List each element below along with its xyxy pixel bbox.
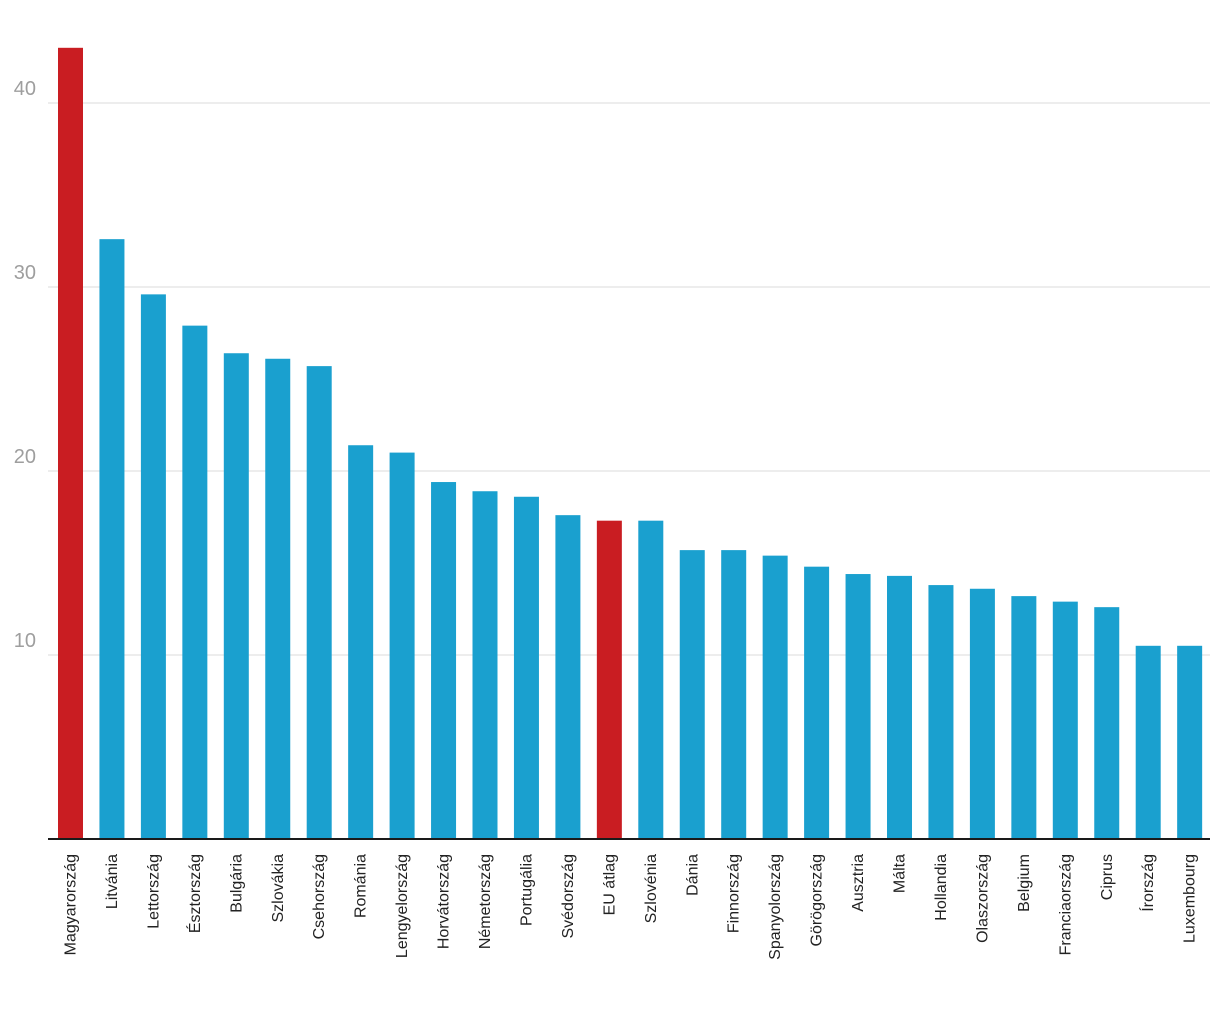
category-labels: Magyarország Litvánia Lettország Észtország… xyxy=(63,854,1199,960)
bar-14 xyxy=(638,520,664,839)
bars xyxy=(58,47,1203,840)
bar-16 xyxy=(721,550,747,839)
category-label: Görögország xyxy=(809,854,826,947)
category-label: EU átlag xyxy=(601,854,618,915)
category-label: Portugália xyxy=(518,854,535,926)
bar-19 xyxy=(845,574,871,839)
category-label: Dánia xyxy=(684,854,701,896)
bar-3 xyxy=(182,325,208,839)
category-label: Lengyelország xyxy=(394,854,411,958)
category-label: Hollandia xyxy=(933,854,950,921)
bar-18 xyxy=(804,566,830,839)
bar-7 xyxy=(348,445,374,839)
bar-13 xyxy=(596,520,622,839)
category-label: Bulgária xyxy=(228,854,245,913)
bar-11 xyxy=(513,496,539,839)
bar-9 xyxy=(431,482,457,839)
gridlines xyxy=(48,102,1210,656)
category-label: Észtország xyxy=(185,854,204,933)
bar-23 xyxy=(1011,596,1037,839)
y-tick-label: 40 xyxy=(14,78,36,100)
bar-15 xyxy=(679,550,705,839)
category-label: Spanyolország xyxy=(767,854,784,960)
category-label: Finnország xyxy=(726,854,743,933)
category-label: Olaszország xyxy=(974,854,991,943)
category-label: Szlovákia xyxy=(270,854,287,923)
y-tick-label: 20 xyxy=(14,446,36,468)
category-label: Magyarország xyxy=(63,854,80,955)
bar-10 xyxy=(472,491,498,839)
bar-1 xyxy=(99,239,125,839)
category-label: Málta xyxy=(892,854,909,893)
category-label: Luxembourg xyxy=(1182,854,1199,943)
bar-20 xyxy=(887,575,912,839)
category-label: Lettország xyxy=(145,854,162,929)
category-label: Csehország xyxy=(311,854,328,939)
category-label: Ciprus xyxy=(1099,854,1116,900)
bar-22 xyxy=(969,588,995,839)
y-tick-label: 30 xyxy=(14,262,36,284)
category-label: Litvánia xyxy=(104,854,121,909)
bar-6 xyxy=(306,366,332,839)
bar-17 xyxy=(762,555,788,839)
category-label: Németország xyxy=(477,854,494,949)
category-label: Románia xyxy=(353,854,370,918)
category-label: Ausztria xyxy=(850,854,867,912)
bar-0 xyxy=(58,47,83,840)
bar-5 xyxy=(265,358,291,839)
bar-21 xyxy=(928,585,954,839)
bar-24 xyxy=(1052,601,1078,839)
y-tick-label: 10 xyxy=(14,630,36,652)
y-tick-labels: 10 20 30 40 xyxy=(14,78,36,652)
category-label: Belgium xyxy=(1016,854,1033,912)
bar-27 xyxy=(1177,645,1203,839)
bar-25 xyxy=(1094,607,1120,839)
category-label: Horvátország xyxy=(436,854,453,949)
bar-2 xyxy=(140,294,166,839)
category-label: Írország xyxy=(1138,854,1157,912)
bar-8 xyxy=(389,452,415,839)
bar-12 xyxy=(555,515,581,839)
category-label: Svédország xyxy=(560,854,577,939)
category-label: Franciaország xyxy=(1057,854,1074,955)
bar-26 xyxy=(1135,645,1161,839)
category-label: Szlovénia xyxy=(643,854,660,923)
bar-4 xyxy=(223,353,249,839)
